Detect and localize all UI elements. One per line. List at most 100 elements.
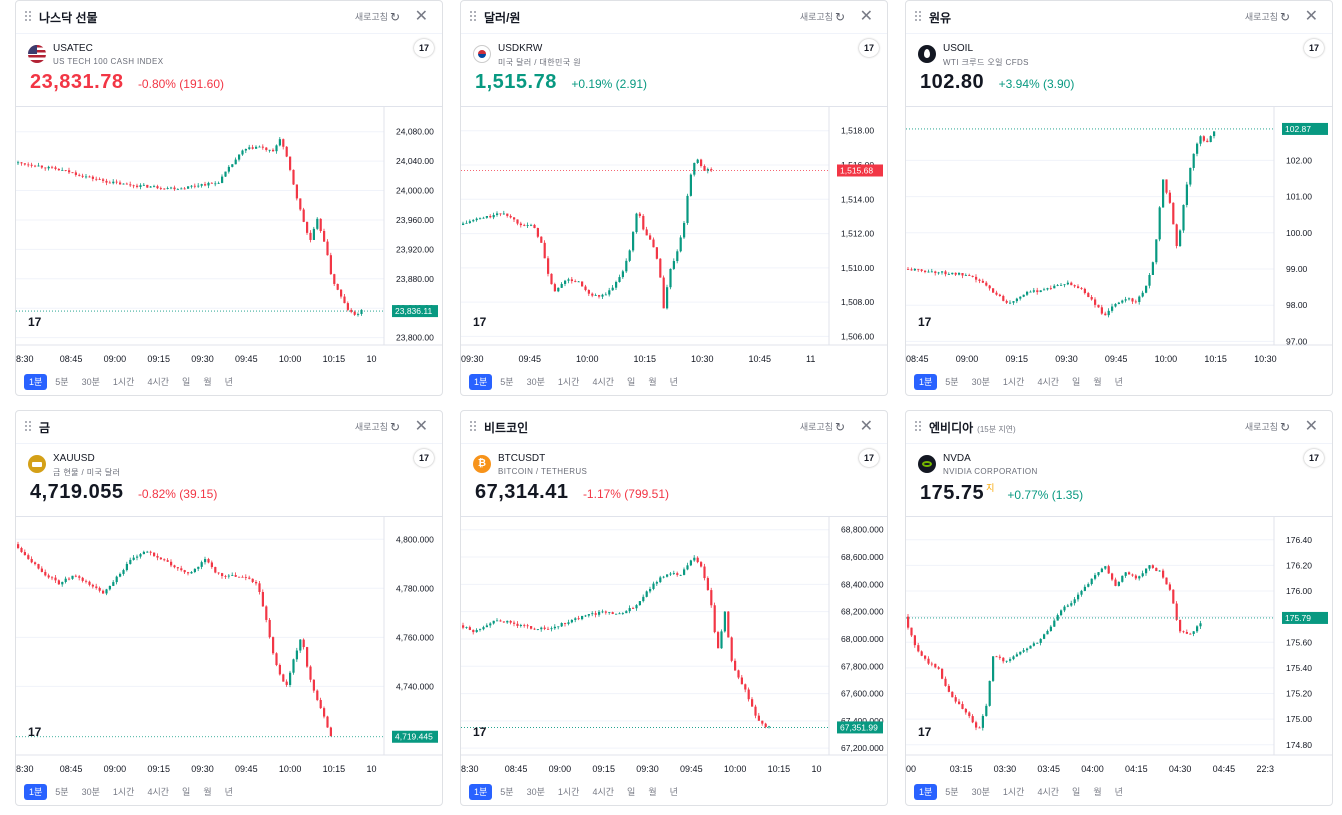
refresh-button[interactable]: 새로고침 ↻ <box>799 10 845 24</box>
price-chart[interactable]: 102.00 101.00 100.00 99.00 98.00 97.00 08:45 09… <box>906 106 1332 369</box>
close-icon[interactable]: ✕ <box>1304 8 1318 25</box>
refresh-button[interactable]: 새로고침 ↻ <box>1244 10 1290 24</box>
timeframe-0[interactable]: 1분 <box>469 784 493 800</box>
timeframe-7[interactable]: 년 <box>224 787 233 797</box>
candle-body <box>1179 230 1182 247</box>
timeframe-7[interactable]: 년 <box>224 377 233 387</box>
tradingview-badge-icon[interactable]: 17 <box>859 449 879 467</box>
timeframe-7[interactable]: 년 <box>1114 377 1123 387</box>
tradingview-logo-icon[interactable]: 17 <box>918 315 932 329</box>
refresh-button[interactable]: 새로고침 ↻ <box>799 420 845 434</box>
timeframe-5[interactable]: 일 <box>1072 787 1081 797</box>
drag-handle-icon[interactable] <box>470 11 478 23</box>
candle-body <box>95 586 98 588</box>
x-tick-label: 04:30 <box>1169 764 1192 774</box>
tradingview-logo-icon[interactable]: 17 <box>28 725 42 739</box>
close-icon[interactable]: ✕ <box>1304 418 1318 435</box>
tradingview-logo-icon[interactable]: 17 <box>473 315 487 329</box>
timeframe-6[interactable]: 월 <box>648 377 657 387</box>
timeframe-5[interactable]: 일 <box>627 377 636 387</box>
timeframe-2[interactable]: 30분 <box>971 377 990 387</box>
panel-title: 엔비디아 (15분 지연) <box>929 421 1016 435</box>
timeframe-6[interactable]: 월 <box>203 787 212 797</box>
tradingview-badge-icon[interactable]: 17 <box>414 449 434 467</box>
timeframe-2[interactable]: 30분 <box>526 377 545 387</box>
timeframe-0[interactable]: 1분 <box>24 784 48 800</box>
timeframe-6[interactable]: 월 <box>1093 787 1102 797</box>
timeframe-6[interactable]: 월 <box>1093 377 1102 387</box>
timeframe-0[interactable]: 1분 <box>914 374 938 390</box>
timeframe-5[interactable]: 일 <box>182 787 191 797</box>
drag-handle-icon[interactable] <box>915 421 923 433</box>
timeframe-1[interactable]: 5분 <box>55 377 69 387</box>
close-icon[interactable]: ✕ <box>414 8 428 25</box>
price-chart[interactable]: 68,800.000 68,600.000 68,400.000 68,200.000… <box>461 516 887 779</box>
refresh-button[interactable]: 새로고침 ↻ <box>354 10 400 24</box>
timeframe-4[interactable]: 4시간 <box>592 377 615 387</box>
y-tick-label: 1,506.00 <box>841 331 874 341</box>
drag-handle-icon[interactable] <box>470 421 478 433</box>
candle-body <box>234 159 237 165</box>
timeframe-1[interactable]: 5분 <box>945 787 959 797</box>
timeframe-4[interactable]: 4시간 <box>592 787 615 797</box>
timeframe-4[interactable]: 4시간 <box>1037 787 1060 797</box>
y-tick-label: 24,040.00 <box>396 156 434 166</box>
drag-handle-icon[interactable] <box>915 11 923 23</box>
tradingview-badge-icon[interactable]: 17 <box>1304 449 1324 467</box>
timeframe-3[interactable]: 1시간 <box>557 377 580 387</box>
refresh-button[interactable]: 새로고침 ↻ <box>1244 420 1290 434</box>
timeframe-6[interactable]: 월 <box>203 377 212 387</box>
timeframe-2[interactable]: 30분 <box>81 377 100 387</box>
timeframe-0[interactable]: 1분 <box>469 374 493 390</box>
timeframe-2[interactable]: 30분 <box>526 787 545 797</box>
candle-body <box>700 159 703 166</box>
timeframe-2[interactable]: 30분 <box>971 787 990 797</box>
close-icon[interactable]: ✕ <box>859 418 873 435</box>
timeframe-5[interactable]: 일 <box>1072 377 1081 387</box>
timeframe-1[interactable]: 5분 <box>500 787 514 797</box>
tradingview-badge-icon[interactable]: 17 <box>414 39 434 57</box>
price-chart[interactable]: 24,080.00 24,040.00 24,000.00 23,960.00 23,9… <box>16 106 442 369</box>
candle-body <box>1158 207 1161 240</box>
drag-handle-icon[interactable] <box>25 421 33 433</box>
candle-body <box>98 587 101 591</box>
candle-body <box>951 272 954 275</box>
timeframe-5[interactable]: 일 <box>182 377 191 387</box>
tradingview-logo-icon[interactable]: 17 <box>918 725 932 739</box>
timeframe-3[interactable]: 1시간 <box>112 377 135 387</box>
timeframe-3[interactable]: 1시간 <box>112 787 135 797</box>
timeframe-7[interactable]: 년 <box>669 377 678 387</box>
timeframe-2[interactable]: 30분 <box>81 787 100 797</box>
timeframe-6[interactable]: 월 <box>648 787 657 797</box>
timeframe-3[interactable]: 1시간 <box>1002 377 1025 387</box>
price-chart[interactable]: 4,800.000 4,780.000 4,760.000 4,740.000 8:30… <box>16 516 442 779</box>
tradingview-logo-icon[interactable]: 17 <box>473 725 487 739</box>
timeframe-1[interactable]: 5분 <box>500 377 514 387</box>
price-chart[interactable]: 1,518.001,516.001,514.001,512.001,510.00… <box>461 106 887 369</box>
drag-handle-icon[interactable] <box>25 11 33 23</box>
timeframe-3[interactable]: 1시간 <box>1002 787 1025 797</box>
tradingview-logo-icon[interactable]: 17 <box>28 315 42 329</box>
candle-body <box>489 623 492 626</box>
timeframe-7[interactable]: 년 <box>669 787 678 797</box>
timeframe-4[interactable]: 4시간 <box>147 787 170 797</box>
timeframe-1[interactable]: 5분 <box>55 787 69 797</box>
close-icon[interactable]: ✕ <box>414 418 428 435</box>
y-tick-label: 175.40 <box>1286 663 1312 673</box>
tradingview-badge-icon[interactable]: 17 <box>859 39 879 57</box>
candle-body <box>536 228 539 237</box>
price-chart[interactable]: 176.40176.20176.00175.80175.60175.40175.… <box>906 516 1332 779</box>
timeframe-0[interactable]: 1분 <box>914 784 938 800</box>
timeframe-1[interactable]: 5분 <box>945 377 959 387</box>
timeframe-4[interactable]: 4시간 <box>1037 377 1060 387</box>
timeframe-3[interactable]: 1시간 <box>557 787 580 797</box>
timeframe-4[interactable]: 4시간 <box>147 377 170 387</box>
close-icon[interactable]: ✕ <box>859 8 873 25</box>
timeframe-0[interactable]: 1분 <box>24 374 48 390</box>
timeframe-7[interactable]: 년 <box>1114 787 1123 797</box>
timeframe-5[interactable]: 일 <box>627 787 636 797</box>
candle-body <box>204 559 207 563</box>
candle-body <box>183 570 186 573</box>
refresh-button[interactable]: 새로고침 ↻ <box>354 420 400 434</box>
tradingview-badge-icon[interactable]: 17 <box>1304 39 1324 57</box>
